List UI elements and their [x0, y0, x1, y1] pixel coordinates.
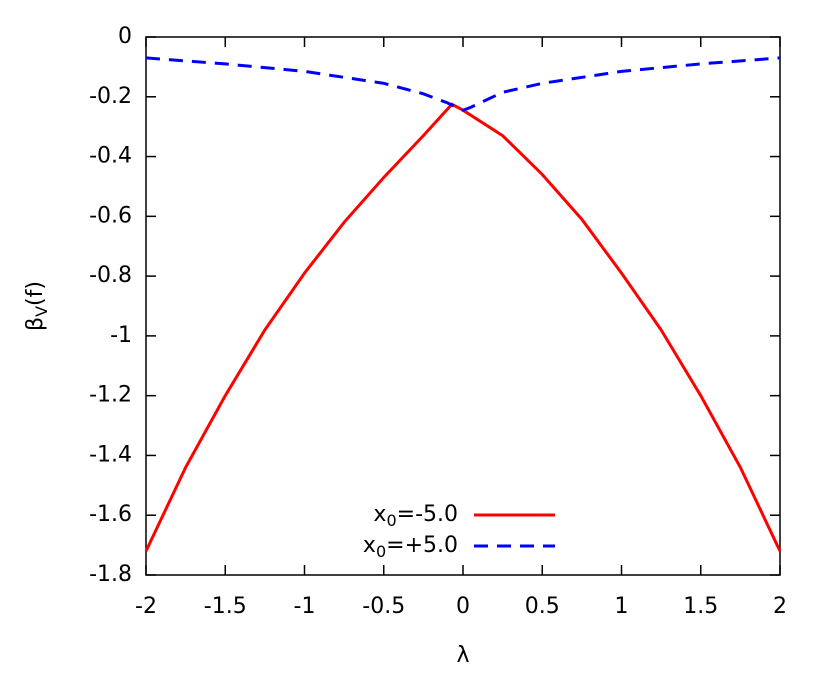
legend-label-part: =+5.0 — [386, 533, 458, 558]
y-axis-label-part: β — [23, 317, 48, 331]
data-line — [145, 56, 781, 112]
legend-label-part: x — [373, 502, 386, 527]
y-tick-label: -0.4 — [89, 144, 132, 169]
y-tick-label: -0.6 — [89, 203, 132, 228]
legend-label-part: =-5.0 — [397, 502, 458, 527]
y-tick-label: -0.2 — [89, 84, 132, 109]
x-tick-label: 1 — [615, 594, 629, 619]
legend-label-part: 0 — [376, 542, 386, 561]
x-tick-label: 2 — [773, 594, 787, 619]
y-tick-label: -0.8 — [89, 263, 132, 288]
y-tick-label: -1.4 — [89, 442, 132, 467]
x-tick-label: 0 — [456, 594, 470, 619]
data-line — [144, 102, 782, 552]
x-tick-label: -1.5 — [204, 594, 247, 619]
y-axis-label-sub: V — [32, 306, 51, 317]
x-tick-label: 0.5 — [525, 594, 560, 619]
plot-frame — [145, 36, 781, 576]
x-tick-label: -1 — [294, 594, 316, 619]
x-axis-label: λ — [456, 643, 469, 668]
legend-label: x0=+5.0 — [363, 533, 458, 561]
y-tick-label: -1.8 — [89, 562, 132, 587]
x-tick-label: -2 — [135, 594, 157, 619]
legend-label-part: 0 — [386, 511, 396, 530]
x-tick-label: 1.5 — [683, 594, 718, 619]
x-tick-label: -0.5 — [362, 594, 405, 619]
y-tick-label: -1 — [110, 323, 132, 348]
legend-label-part: x — [363, 533, 376, 558]
y-axis-label: βV(f) — [23, 281, 51, 331]
y-tick-label: -1.6 — [89, 502, 132, 527]
y-tick-label: -1.2 — [89, 383, 132, 408]
y-tick-label: 0 — [118, 24, 132, 49]
legend-label: x0=-5.0 — [373, 502, 458, 530]
y-axis-label-part: (f) — [23, 281, 48, 306]
